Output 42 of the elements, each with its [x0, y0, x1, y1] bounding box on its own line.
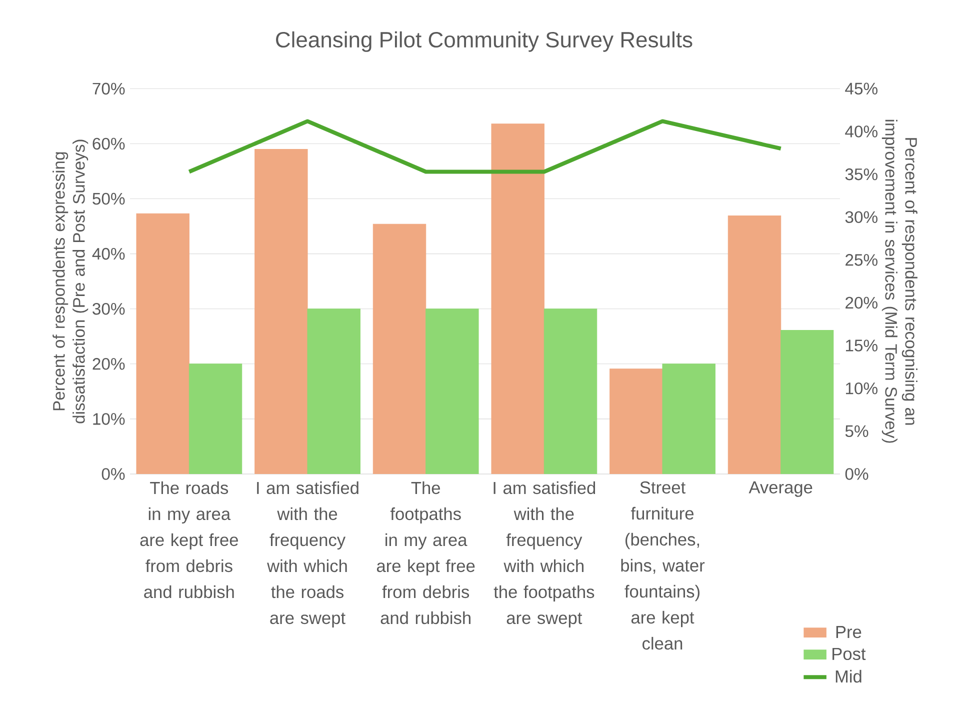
x-tick-label: The footpaths in my area are kept free from debris and rubbish	[376, 481, 475, 624]
y2-tick-label: 15%	[846, 340, 878, 352]
bar	[491, 124, 544, 474]
bar	[188, 364, 242, 474]
bar	[780, 330, 834, 474]
bar	[372, 224, 426, 474]
y2-axis-title: Percent of respondents recognising an improvement in services (Mid Term Survey)	[882, 120, 918, 443]
legend-label: Post	[832, 648, 866, 660]
y-tick-label: 10%	[93, 413, 125, 425]
y2-tick-label: 20%	[846, 296, 878, 309]
y-tick-label: 50%	[92, 192, 125, 205]
bar	[610, 368, 663, 474]
y-tick-label: 30%	[92, 302, 125, 315]
x-tick-label: The roads in my area are kept free from debris and rubbish	[140, 481, 238, 598]
x-tick-label: I am satisfied with the frequency with which the footpaths are swept	[494, 481, 596, 628]
y2-tick-label: 45%	[845, 82, 878, 95]
y2-tick-label: 30%	[845, 211, 878, 224]
x-tick-label: Street furniture (benches, bins, water fountains) are kept clean	[621, 481, 705, 650]
y-tick-label: 20%	[92, 358, 125, 370]
bar	[426, 308, 479, 474]
y-axis-title: Percent of respondents expressing dissatisfaction (Pre and Post Surveys)	[52, 140, 88, 424]
x-tick-label: I am satisfied with the frequency with which the roads are swept	[257, 481, 358, 628]
y-tick-label: 40%	[92, 248, 125, 260]
y-tick-label: 0%	[102, 468, 125, 480]
y2-tick-label: 35%	[845, 168, 878, 180]
bar	[728, 216, 782, 474]
x-tick-label: Average	[748, 481, 812, 497]
y2-tick-label: 40%	[845, 126, 878, 138]
y2-tick-label: 10%	[846, 382, 878, 394]
bar	[307, 308, 360, 474]
bar	[544, 308, 598, 474]
bar	[662, 364, 716, 474]
y2-tick-label: 0%	[845, 468, 868, 480]
chart-title: Cleansing Pilot Community Survey Results	[276, 31, 692, 52]
y2-tick-label: 5%	[845, 425, 868, 438]
legend-label: Pre	[836, 626, 862, 638]
bar	[136, 213, 190, 474]
bar	[254, 148, 308, 474]
y-tick-label: 60%	[92, 138, 125, 150]
y-tick-label: 70%	[92, 82, 125, 95]
y2-tick-label: 25%	[846, 254, 878, 266]
legend-label: Mid	[836, 670, 862, 683]
